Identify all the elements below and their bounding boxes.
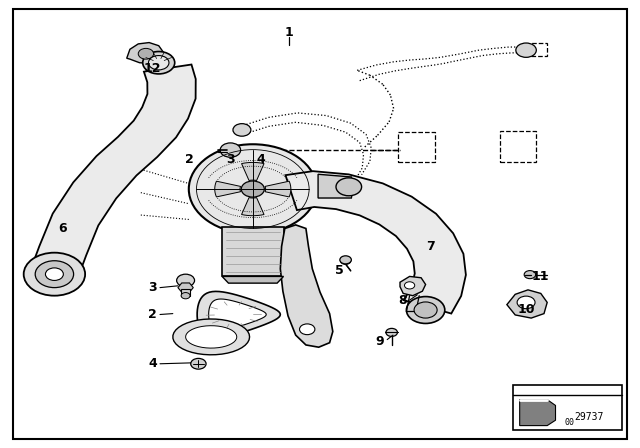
Polygon shape bbox=[127, 43, 164, 64]
Circle shape bbox=[220, 143, 241, 157]
Polygon shape bbox=[241, 163, 264, 181]
Text: 29737: 29737 bbox=[574, 412, 604, 422]
Circle shape bbox=[181, 293, 190, 299]
Text: 2: 2 bbox=[148, 308, 157, 321]
FancyBboxPatch shape bbox=[513, 385, 622, 430]
Polygon shape bbox=[507, 290, 547, 318]
Text: 3: 3 bbox=[148, 281, 157, 294]
Polygon shape bbox=[280, 225, 333, 347]
Circle shape bbox=[191, 358, 206, 369]
Circle shape bbox=[35, 261, 74, 288]
Circle shape bbox=[340, 256, 351, 264]
Text: 10: 10 bbox=[517, 302, 535, 316]
Circle shape bbox=[177, 274, 195, 287]
Circle shape bbox=[143, 52, 175, 74]
Bar bbox=[181, 289, 190, 296]
Text: 6: 6 bbox=[58, 222, 67, 235]
Bar bbox=[222, 227, 284, 276]
Text: 7: 7 bbox=[426, 240, 435, 253]
Circle shape bbox=[414, 302, 437, 318]
Text: 11: 11 bbox=[532, 270, 550, 284]
Polygon shape bbox=[215, 181, 241, 197]
Polygon shape bbox=[222, 276, 284, 283]
Polygon shape bbox=[209, 299, 266, 330]
Polygon shape bbox=[197, 291, 280, 338]
Text: 1: 1 bbox=[285, 26, 294, 39]
Polygon shape bbox=[31, 65, 196, 278]
Polygon shape bbox=[241, 198, 264, 215]
Circle shape bbox=[233, 124, 251, 136]
Polygon shape bbox=[186, 326, 237, 348]
Text: 2: 2 bbox=[185, 153, 194, 166]
Polygon shape bbox=[285, 171, 466, 314]
Text: 12: 12 bbox=[143, 61, 161, 75]
Circle shape bbox=[404, 282, 415, 289]
Circle shape bbox=[241, 181, 264, 197]
Circle shape bbox=[406, 297, 445, 323]
Circle shape bbox=[45, 268, 63, 280]
Text: 5: 5 bbox=[335, 264, 344, 277]
Text: 4: 4 bbox=[148, 357, 157, 370]
Text: 3: 3 bbox=[226, 153, 235, 166]
Circle shape bbox=[138, 48, 154, 59]
Polygon shape bbox=[520, 400, 556, 426]
Circle shape bbox=[300, 324, 315, 335]
Text: 9: 9 bbox=[376, 335, 384, 348]
Circle shape bbox=[189, 144, 317, 234]
Circle shape bbox=[24, 253, 85, 296]
Circle shape bbox=[340, 257, 351, 264]
Polygon shape bbox=[265, 181, 291, 197]
Circle shape bbox=[336, 178, 362, 196]
Polygon shape bbox=[178, 283, 193, 292]
Polygon shape bbox=[173, 319, 250, 355]
Circle shape bbox=[386, 328, 397, 336]
Text: 8: 8 bbox=[399, 293, 407, 307]
Circle shape bbox=[516, 43, 536, 57]
Circle shape bbox=[517, 296, 535, 309]
Polygon shape bbox=[318, 174, 353, 198]
Circle shape bbox=[148, 56, 169, 70]
Text: 00: 00 bbox=[564, 418, 575, 426]
Circle shape bbox=[524, 271, 536, 279]
Text: 4: 4 bbox=[257, 153, 266, 166]
Polygon shape bbox=[400, 276, 426, 296]
